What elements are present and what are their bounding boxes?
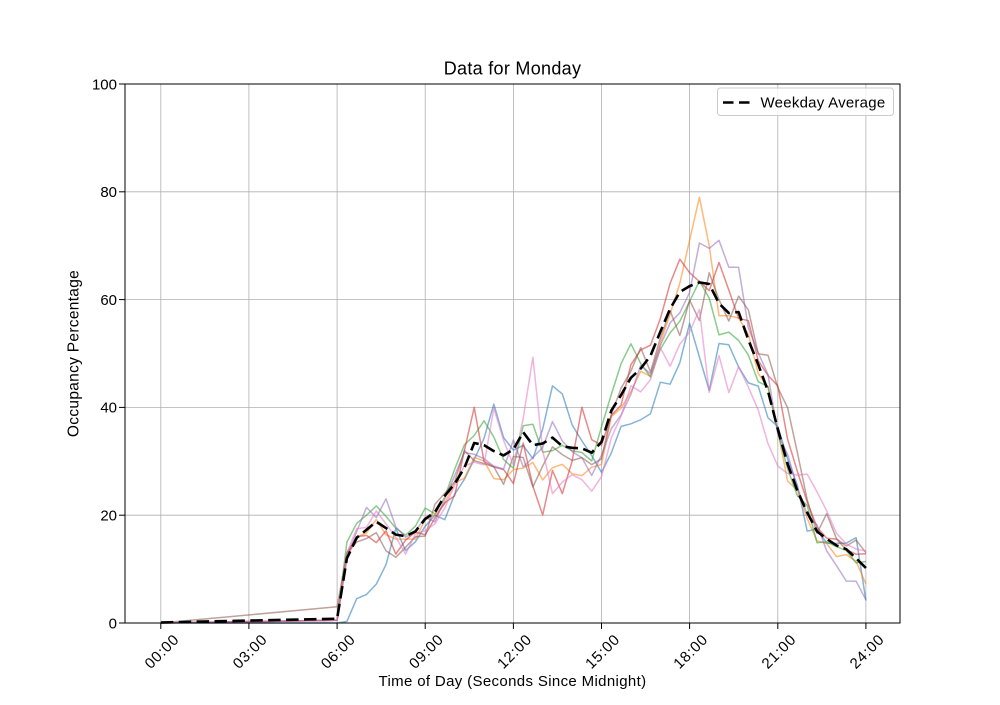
svg-text:Time of Day (Seconds Since Mid: Time of Day (Seconds Since Midnight) — [379, 673, 647, 690]
svg-text:40: 40 — [100, 400, 117, 417]
svg-text:Occupancy Percentage: Occupancy Percentage — [66, 270, 83, 437]
svg-text:20: 20 — [100, 508, 117, 525]
svg-text:100: 100 — [92, 76, 117, 93]
svg-text:Data for Monday: Data for Monday — [444, 59, 582, 79]
svg-text:60: 60 — [100, 292, 117, 309]
svg-text:80: 80 — [100, 184, 117, 201]
svg-text:Weekday Average: Weekday Average — [761, 94, 886, 111]
svg-text:0: 0 — [109, 615, 117, 632]
